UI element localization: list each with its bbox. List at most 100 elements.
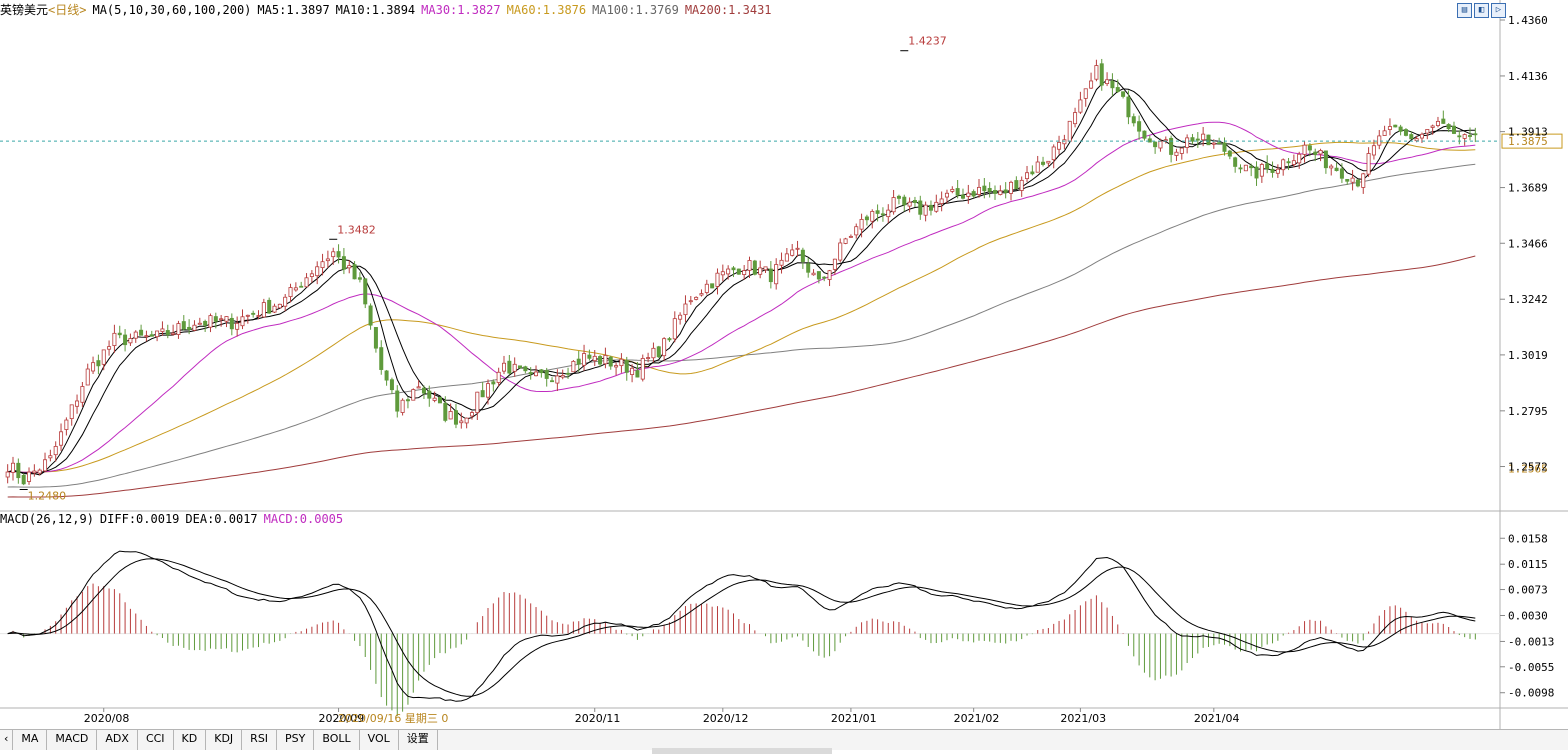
candle-body (672, 318, 677, 340)
candle-body (1398, 126, 1403, 132)
zoom-out-icon[interactable]: ◧ (1474, 3, 1489, 18)
candle-body (1275, 168, 1280, 174)
candle-body (651, 347, 656, 359)
ma10-line (7, 88, 1476, 474)
candle-body (507, 360, 512, 374)
candle-body (587, 354, 592, 359)
candle-body (272, 305, 277, 313)
macd-dea: DEA:0.0017 (185, 512, 258, 526)
candle-body (347, 265, 352, 269)
candle-body (747, 260, 752, 271)
candle-body (1073, 112, 1078, 125)
candle-body (1430, 125, 1435, 128)
price-tick-label: 1.3466 (1508, 237, 1548, 250)
candle-body (1371, 145, 1376, 156)
candle-body (1243, 164, 1248, 172)
candle-body (1249, 165, 1254, 169)
tab-scroll-left[interactable]: ‹ (0, 730, 14, 750)
candle-body (880, 213, 885, 216)
ma60-value: MA60:1.3876 (506, 3, 587, 17)
candle-body (518, 365, 523, 369)
candle-body (1035, 161, 1040, 173)
candle-body (1361, 173, 1366, 188)
macd-tick-label: 0.0030 (1508, 609, 1548, 622)
candle-body (443, 402, 448, 421)
candle-body (427, 390, 432, 399)
candle-body (96, 360, 101, 367)
candle-body (165, 330, 170, 336)
candle-body (1462, 134, 1467, 139)
candle-body (582, 353, 587, 366)
macd-header: MACD(26,12,9) DIFF:0.0019 DEA:0.0017 MACD:0… (0, 510, 349, 528)
ma10-value: MA10:1.3894 (335, 3, 416, 17)
zoom-in-icon[interactable]: ▤ (1457, 3, 1472, 18)
candle-body (155, 330, 160, 338)
candle-body (987, 187, 992, 192)
candle-body (1201, 133, 1206, 141)
candle-body (288, 287, 293, 298)
candle-body (224, 316, 229, 322)
candle-body (982, 185, 987, 192)
candle-body (1419, 133, 1424, 139)
macd-tick-label: -0.0055 (1508, 661, 1554, 674)
tab-vol[interactable]: VOL (360, 730, 399, 750)
tab-macd[interactable]: MACD (47, 730, 98, 750)
date-tick-label: 2021/02 (954, 712, 1000, 725)
candle-body (864, 216, 869, 221)
candle-body (1393, 124, 1398, 128)
kline-chart[interactable]: 1.3875 1.2565 1.4360 1.4136 1.3913 1.3689 1.34… (0, 0, 1568, 729)
candle-body (875, 210, 880, 214)
candle-body (123, 334, 128, 346)
candle-body (635, 370, 640, 378)
candle-body (993, 190, 998, 194)
macd-dea-line (7, 558, 1476, 697)
tab-rsi[interactable]: RSI (242, 730, 278, 750)
candle-body (203, 320, 208, 326)
macd-value: MACD:0.0005 (263, 512, 344, 526)
candle-body (1473, 133, 1478, 136)
panel-buttons: ▤ ◧ ▷ (1457, 3, 1506, 18)
candle-body (128, 338, 133, 344)
macd-tick-label: -0.0013 (1508, 635, 1554, 648)
candle-body (1019, 179, 1024, 191)
tab-kdj[interactable]: KDJ (206, 730, 243, 750)
candle-body (219, 318, 224, 321)
candle-body (352, 264, 357, 280)
candle-body (1339, 168, 1344, 179)
candle-body (256, 315, 261, 317)
tab-cci[interactable]: CCI (138, 730, 174, 750)
candle-body (1457, 135, 1462, 138)
candle-body (790, 249, 795, 256)
period-label[interactable]: <日线> (48, 3, 87, 17)
candle-body (614, 365, 619, 368)
candle-body (1206, 134, 1211, 146)
tab-adx[interactable]: ADX (97, 730, 138, 750)
candle-body (976, 186, 981, 195)
candle-body (742, 270, 747, 275)
candle-body (886, 209, 891, 218)
extreme-label: 1.3482 (337, 223, 376, 236)
candle-body (144, 335, 149, 338)
candle-body (1147, 138, 1152, 143)
tab-kd[interactable]: KD (174, 730, 207, 750)
candle-body (859, 218, 864, 230)
candle-body (534, 371, 539, 377)
ma5-line (7, 79, 1476, 476)
candle-body (550, 380, 555, 383)
next-icon[interactable]: ▷ (1491, 3, 1506, 18)
candle-body (496, 371, 501, 383)
candle-body (1190, 137, 1195, 142)
tab-psy[interactable]: PSY (277, 730, 315, 750)
ma60-line (7, 141, 1476, 473)
candle-body (656, 346, 661, 358)
horizontal-scrollbar[interactable] (652, 748, 832, 754)
tab-ma[interactable]: MA (13, 730, 48, 750)
candle-body (667, 338, 672, 341)
candle-body (11, 462, 16, 473)
tab-settings[interactable]: 设置 (399, 730, 438, 750)
candle-body (560, 375, 565, 378)
candle-body (1366, 153, 1371, 175)
candle-body (566, 372, 571, 375)
candle-body (523, 366, 528, 372)
tab-boll[interactable]: BOLL (314, 730, 360, 750)
